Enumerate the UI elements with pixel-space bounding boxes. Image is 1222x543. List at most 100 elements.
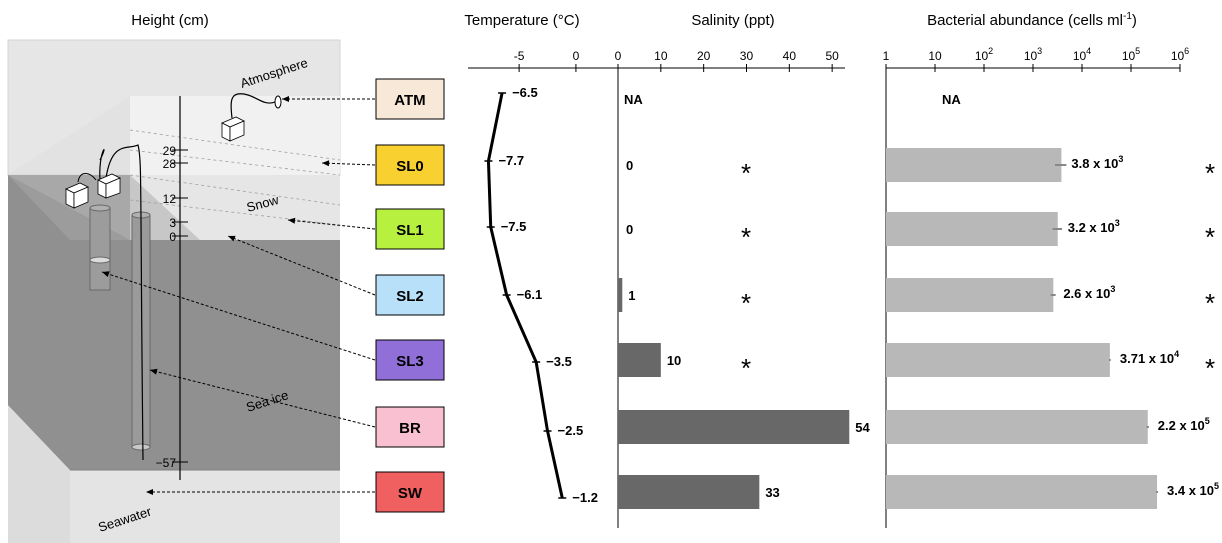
sal-tick-label-1: 10 (654, 49, 668, 63)
bacteria-header-main: Bacterial abundance (cells ml (927, 12, 1123, 29)
sal-bar-br (618, 410, 850, 444)
connector-sl2 (227, 235, 376, 296)
temp-label-sl3: −3.5 (546, 354, 572, 369)
bac-label-sl0-exp: 3 (1118, 154, 1123, 164)
bac-tick-label-6-exp: 6 (1184, 46, 1189, 56)
bacteria-header-exp: -1 (1123, 11, 1132, 22)
temp-label-atm: −6.5 (512, 85, 538, 100)
sal-label-sl3: 10 (667, 353, 681, 368)
bac-significance-sl3: * (1205, 353, 1215, 383)
bac-label-br-base: 2.2 x 10 (1158, 418, 1205, 433)
bac-label-sl3: 3.71 x 104 (1120, 349, 1179, 366)
bac-tick-label-5-exp: 5 (1135, 46, 1140, 56)
pump-cube-2 (97, 173, 121, 199)
layer-box-sl3 (375, 339, 445, 381)
sal-significance-sl2: * (741, 288, 751, 318)
temperature-panel: -5 0 −6.5 −7.7 −7.5 −6.1 −3.5 −2.5 −1.2 (468, 49, 610, 505)
sal-significance-sl1: * (741, 222, 751, 252)
temperature-header: Temperature (°C) (464, 12, 579, 29)
layer-box-label-sl2: SL2 (396, 288, 424, 305)
layer-box-label-sl3: SL3 (396, 353, 424, 370)
bac-tick-label-1-base: 10 (928, 49, 942, 63)
bac-tick-label-6-base: 10 (1171, 49, 1185, 63)
connector-sl0 (321, 162, 376, 166)
tubing-2 (99, 144, 144, 461)
layer-box-sw (375, 471, 445, 513)
bac-significance-sl2: * (1205, 288, 1215, 318)
temp-label-sw: −1.2 (572, 490, 598, 505)
sal-label-sl1: 0 (626, 222, 633, 237)
sal-label-sl0: 0 (626, 158, 633, 173)
bac-bar-sl1 (886, 212, 1058, 246)
sal-significance-sl0: * (741, 158, 751, 188)
layer-box-label-sw: SW (398, 485, 423, 502)
connector-sl1 (287, 219, 376, 230)
bac-label-br-exp: 5 (1205, 416, 1210, 426)
connector-arrow-br (150, 368, 158, 375)
pump-cube-atm (221, 116, 245, 142)
connector-arrow-sw (146, 489, 153, 495)
snow-layer-line-1 (129, 129, 341, 161)
bac-tick-label-4-base: 10 (1073, 49, 1087, 63)
sal-tick-label-5: 50 (825, 49, 839, 63)
layer-box-atm (375, 78, 445, 120)
layer-box-br (375, 406, 445, 448)
connector-br (149, 369, 376, 428)
pump-cube-1 (65, 182, 89, 209)
layer-box-sl2 (375, 274, 445, 316)
bacteria-header: Bacterial abundance (cells ml-1) (927, 11, 1137, 29)
layer-box-label-atm: ATM (394, 92, 425, 109)
bac-tick-label-5-base: 10 (1122, 49, 1136, 63)
height-tick-label-1: 28 (163, 157, 177, 171)
bac-label-sw: 3.4 x 105 (1167, 481, 1219, 498)
height-tick-label-2: 12 (163, 192, 177, 206)
brine-tube (89, 207, 111, 291)
bac-label-sw-exp: 5 (1214, 481, 1219, 491)
sal-label-br: 54 (855, 420, 870, 435)
bac-label-sl0: 3.8 x 103 (1071, 154, 1123, 171)
bac-tick-label-0: 1 (883, 49, 890, 63)
height-header: Height (cm) (131, 12, 209, 29)
sal-tick-label-4: 40 (783, 49, 797, 63)
tubing-1 (77, 173, 97, 183)
snow-layer-line-4 (129, 199, 341, 226)
height-tick-label-0: 29 (163, 144, 177, 158)
bac-tick-label-4: 104 (1073, 46, 1091, 63)
temp-tick-label-1: 0 (573, 49, 580, 63)
layer-box-sl1 (375, 208, 445, 250)
bac-tick-label-4-exp: 4 (1086, 46, 1091, 56)
snow-layer-line-3 (129, 174, 341, 206)
seawater-tube-bottom (131, 443, 151, 451)
layer-box-label-br: BR (399, 420, 421, 437)
bac-label-sl3-base: 3.71 x 10 (1120, 351, 1174, 366)
layer-box-label-sl1: SL1 (396, 222, 424, 239)
connector-arrow-sl3 (102, 271, 110, 278)
connector-arrow-atm (282, 96, 289, 102)
sal-bar-sw (618, 475, 760, 509)
tubing-atm (230, 93, 276, 119)
layer-connectors (101, 96, 376, 495)
sal-tick-label-3: 30 (740, 49, 754, 63)
brine-tube-top (89, 204, 111, 212)
bac-label-sl1-base: 3.2 x 10 (1068, 220, 1115, 235)
bac-bar-br (886, 410, 1148, 444)
bac-tick-label-5: 105 (1122, 46, 1140, 63)
bac-tick-label-6: 106 (1171, 46, 1189, 63)
temp-label-sl0: −7.7 (498, 153, 524, 168)
bac-label-atm-base: NA (942, 92, 961, 107)
salinity-header: Salinity (ppt) (691, 12, 774, 29)
bacteria-header-close: ) (1132, 12, 1137, 29)
bac-significance-sl0: * (1205, 158, 1215, 188)
temp-label-sl1: −7.5 (501, 219, 527, 234)
sal-label-atm: NA (624, 92, 643, 107)
bac-label-sl2: 2.6 x 103 (1063, 284, 1115, 301)
connector-arrow-sl1 (288, 217, 296, 224)
bac-label-sw-base: 3.4 x 10 (1167, 483, 1214, 498)
bac-bar-sw (886, 475, 1158, 509)
temp-label-sl2: −6.1 (517, 287, 543, 302)
sal-bar-sl3 (618, 343, 661, 377)
